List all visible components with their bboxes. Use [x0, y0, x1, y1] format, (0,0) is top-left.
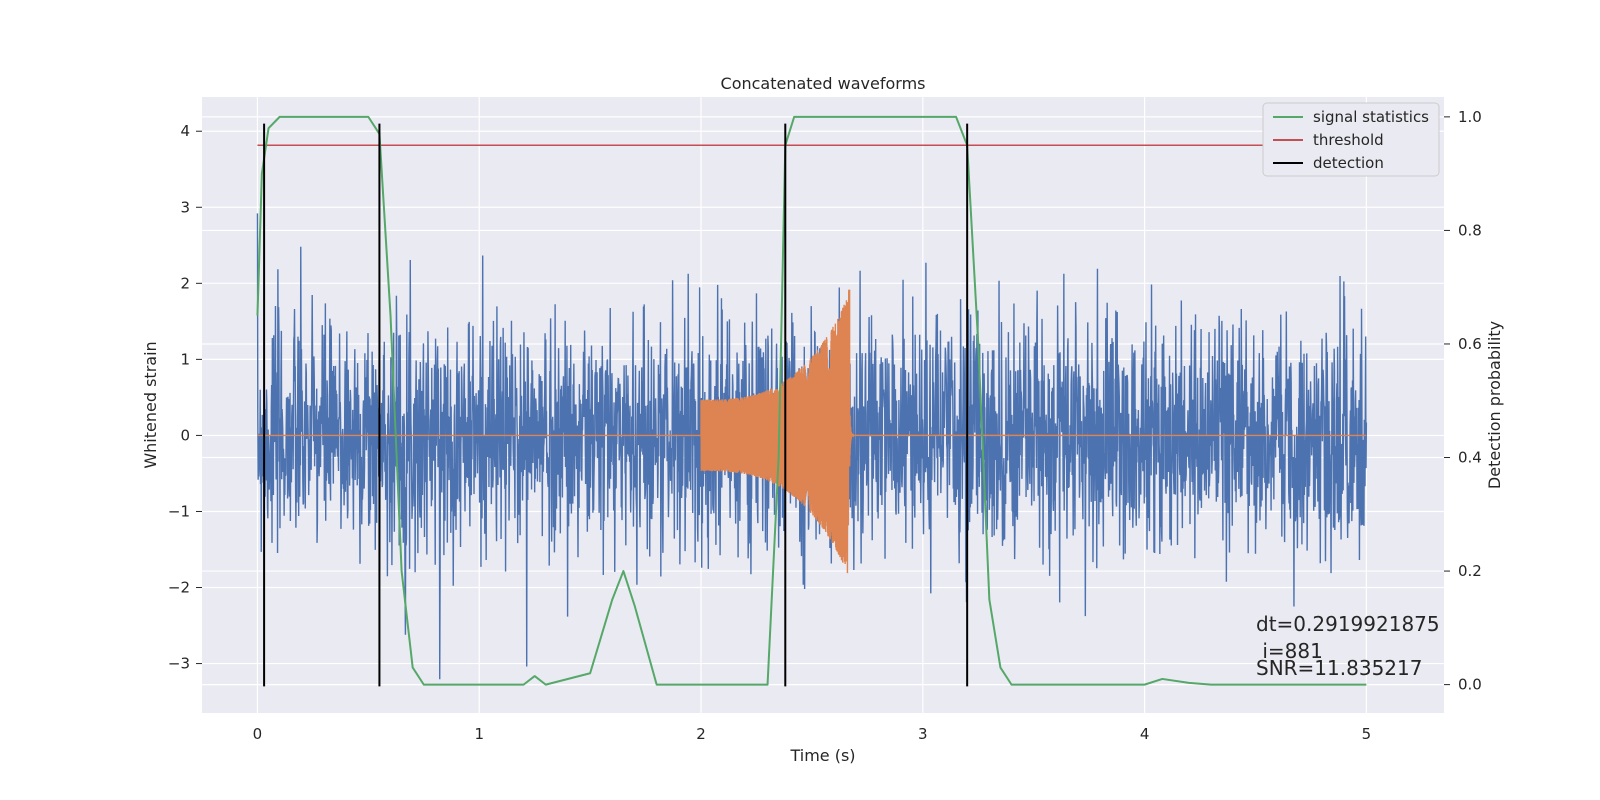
annotation-index: i=881 — [1256, 639, 1323, 663]
x-axis-label: Time (s) — [789, 746, 855, 765]
chart-title: Concatenated waveforms — [721, 74, 926, 93]
x-tick-label: 4 — [1140, 725, 1150, 743]
y-tick-label: 2 — [180, 274, 190, 292]
legend: signal statistics threshold detection — [1262, 102, 1440, 177]
legend-label-detection: detection — [1313, 154, 1384, 172]
y-tick-label: −2 — [168, 579, 190, 597]
y-axis-label: Whitened strain — [141, 341, 160, 468]
y-tick-label: 1 — [180, 350, 190, 368]
detection-lines — [263, 123, 969, 687]
y-tick-label: 3 — [180, 198, 190, 216]
right-y-axis-ticks: 0.0 0.2 0.4 0.6 0.8 1.0 — [1444, 108, 1482, 694]
right-y-tick-label: 0.0 — [1458, 676, 1482, 694]
y-axis-ticks: −3 −2 −1 0 1 2 3 4 — [168, 122, 202, 673]
y-tick-label: 4 — [180, 122, 190, 140]
right-y-tick-label: 0.2 — [1458, 562, 1482, 580]
signal-statistics-line — [256, 115, 1367, 686]
annotation-dt: dt=0.2919921875 — [1256, 612, 1440, 636]
legend-label-signal-statistics: signal statistics — [1313, 108, 1429, 126]
x-tick-label: 0 — [253, 725, 263, 743]
x-tick-label: 1 — [474, 725, 484, 743]
legend-label-threshold: threshold — [1313, 131, 1384, 149]
right-y-axis-label: Detection probability — [1485, 321, 1504, 489]
x-tick-label: 2 — [696, 725, 706, 743]
legend-box — [1262, 102, 1440, 177]
right-y-tick-label: 0.8 — [1458, 221, 1482, 239]
right-y-tick-label: 1.0 — [1458, 108, 1482, 126]
right-y-tick-label: 0.4 — [1458, 449, 1482, 467]
y-tick-label: −1 — [168, 502, 190, 520]
annotation-snr: SNR=11.835217 — [1256, 656, 1422, 680]
x-tick-label: 3 — [918, 725, 928, 743]
right-y-tick-label: 0.6 — [1458, 335, 1482, 353]
x-axis-ticks: 0 1 2 3 4 5 — [253, 725, 1371, 743]
y-tick-label: −3 — [168, 655, 190, 673]
y-tick-label: 0 — [180, 426, 190, 444]
x-tick-label: 5 — [1362, 725, 1372, 743]
